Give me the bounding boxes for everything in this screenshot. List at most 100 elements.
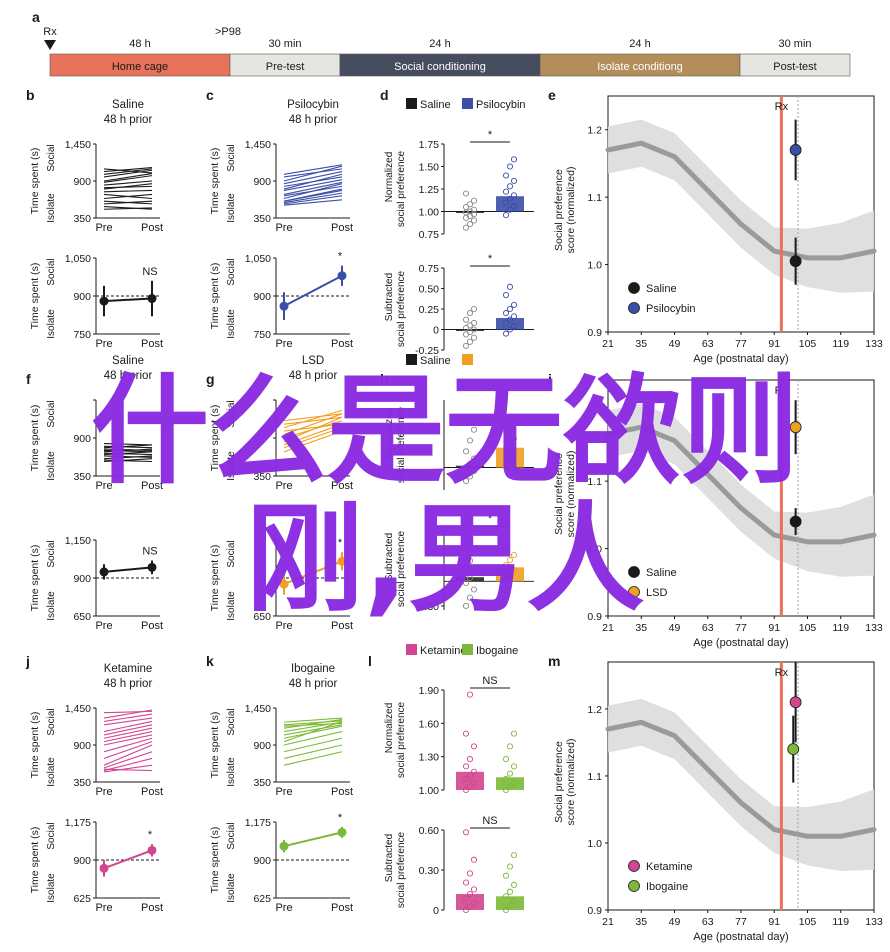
- data-point: [510, 552, 518, 559]
- y-tick-label: 900: [73, 433, 91, 445]
- subject-line: [283, 413, 343, 422]
- panel-label-c: c: [206, 87, 214, 103]
- subject-line: [283, 423, 343, 432]
- mean-point: [337, 271, 347, 281]
- data-point: [466, 557, 474, 564]
- y-tick-label: 350: [253, 471, 271, 483]
- data-point: [506, 441, 514, 448]
- mean-point: [99, 863, 109, 873]
- data-point: [510, 435, 518, 442]
- chart-title: LSD: [302, 355, 324, 367]
- bar: [496, 318, 524, 330]
- y-axis-label: Time spent (s): [29, 405, 41, 472]
- chart-k: 1,450 900 350 Pre Post Time spent (s) Social Is…: [209, 663, 353, 798]
- subject-line: [103, 449, 153, 453]
- data-point: [466, 473, 474, 480]
- y-tick-label: 1,050: [65, 253, 91, 265]
- x-tick-label: Pre: [275, 222, 292, 234]
- subject-line: [103, 734, 153, 746]
- data-point: [506, 163, 514, 170]
- x-tick-label: Post: [141, 338, 163, 350]
- y-tick-label: 1.25: [419, 184, 440, 196]
- subject-line: [103, 720, 153, 733]
- y-side-bottom-label: Isolate: [46, 193, 57, 223]
- x-tick-label: Pre: [95, 338, 112, 350]
- y-side-bottom-label: Isolate: [226, 309, 237, 339]
- data-point: [506, 305, 514, 313]
- data-point: [506, 316, 514, 323]
- subject-line: [283, 168, 343, 178]
- chart-subtitle: 48 h prior: [104, 678, 153, 690]
- mean-point: [337, 827, 347, 837]
- y-tick-label: 1,450: [65, 139, 91, 151]
- x-tick-label: 35: [635, 622, 647, 634]
- data-point: [510, 730, 518, 737]
- data-point: [506, 206, 514, 213]
- x-tick-label: 133: [865, 622, 883, 634]
- x-tick-label: 63: [702, 338, 714, 350]
- y-tick-label: 350: [73, 213, 91, 225]
- chart-c2: 1,050 900 750 Pre Post Time spent (s) Social Is…: [209, 251, 353, 350]
- chart-d2: 0.75 0.50 0.25 0 -0.25 Subtracted social prefe…: [384, 253, 534, 357]
- x-tick-label: Post: [141, 480, 163, 492]
- rx-label: Rx: [775, 101, 789, 113]
- panel-label-i: i: [548, 371, 552, 387]
- chart-title: Ibogaine: [291, 663, 335, 675]
- data-point: [502, 428, 510, 435]
- mean-line: [103, 297, 153, 303]
- data-point: [506, 888, 514, 895]
- data-point: [510, 323, 518, 330]
- x-tick-label: 77: [735, 338, 747, 350]
- data-point: [506, 770, 514, 777]
- subject-line: [103, 185, 153, 189]
- subject-line: [283, 423, 343, 446]
- significance-label: *: [488, 513, 493, 525]
- x-tick-label: Pre: [275, 480, 292, 492]
- data-point: [470, 334, 478, 341]
- y-tick-label: 0.30: [419, 865, 440, 877]
- data-point: [510, 897, 518, 904]
- x-tick-label: 105: [799, 916, 817, 928]
- subject-line: [103, 183, 153, 190]
- data-point: [470, 217, 478, 224]
- legend-marker: [628, 566, 640, 578]
- data-point: [502, 872, 510, 879]
- data-point: [462, 190, 470, 197]
- data-point: [462, 464, 470, 471]
- y-side-top-label: Social: [226, 400, 237, 427]
- data-point: [466, 594, 474, 601]
- data-point: [466, 460, 474, 467]
- data-point: [510, 779, 518, 786]
- subject-line: [103, 458, 153, 463]
- mean-point: [279, 579, 289, 589]
- subject-line: [103, 173, 153, 182]
- chart-k2: 1,175 900 625 Pre Post Time spent (s) Social Is…: [209, 812, 353, 914]
- data-point: [462, 879, 470, 886]
- y-tick-label: 0.9: [587, 905, 602, 917]
- y-side-bottom-label: Isolate: [226, 873, 237, 903]
- subject-line: [283, 409, 343, 429]
- y-tick-label: 1.50: [419, 162, 440, 174]
- subject-line: [103, 444, 153, 449]
- x-tick-label: 119: [832, 916, 849, 928]
- y-tick-label: 900: [253, 740, 271, 752]
- y-tick-label: 900: [73, 573, 91, 585]
- significance-label: *: [488, 253, 493, 265]
- x-tick-label: 119: [832, 622, 849, 634]
- y-side-top-label: Social: [46, 540, 57, 567]
- x-tick-label: Post: [141, 902, 163, 914]
- subject-line: [103, 189, 153, 193]
- legend-swatch: [462, 98, 473, 109]
- subject-line: [283, 183, 343, 200]
- x-tick-label: Pre: [95, 786, 112, 798]
- panel-label-h: h: [380, 371, 389, 387]
- y-axis-label-line-1: Subtracted: [384, 834, 395, 882]
- bar: [496, 196, 524, 212]
- y-tick-label: 1.1: [587, 192, 602, 204]
- data-point: [466, 783, 474, 790]
- subject-line: [283, 724, 343, 736]
- subject-line: [103, 169, 153, 178]
- timeline-rx-marker: [44, 40, 56, 50]
- y-side-top-label: Social: [226, 708, 237, 735]
- data-point: [470, 856, 478, 863]
